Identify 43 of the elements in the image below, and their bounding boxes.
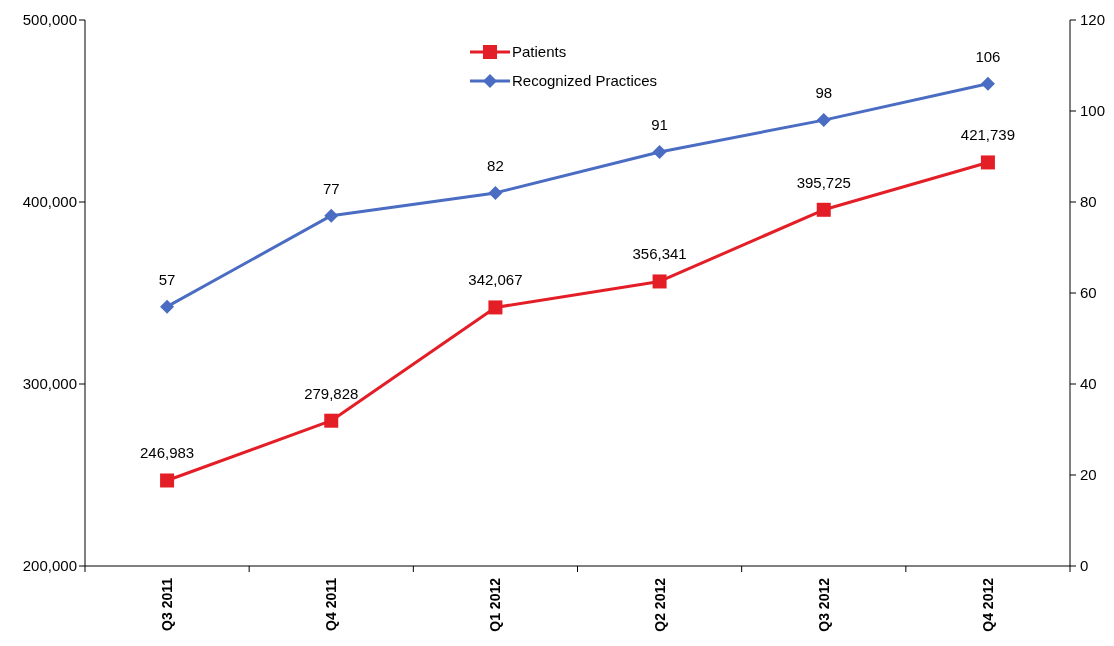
y-tick-label: 400,000 — [22, 193, 77, 210]
data-label: 106 — [975, 47, 1001, 65]
point — [324, 208, 339, 223]
y-tick-label: 200,000 — [22, 557, 77, 574]
y-tick-label: 500,000 — [22, 11, 77, 28]
point — [488, 300, 503, 315]
data-label: 342,067 — [468, 271, 523, 289]
point — [488, 185, 503, 200]
x-tick-label: Q1 2012 — [487, 577, 504, 632]
point — [324, 413, 339, 428]
y2-tick-label: 100 — [1080, 102, 1106, 119]
y2-tick-label: 40 — [1080, 375, 1097, 392]
point — [160, 299, 175, 314]
x-tick-label: Q2 2012 — [651, 577, 668, 632]
y2-tick-label: 20 — [1080, 466, 1097, 483]
data-label: 57 — [158, 270, 176, 288]
point — [652, 274, 667, 289]
data-label: 98 — [815, 84, 833, 102]
y2-tick-label: 120 — [1080, 11, 1106, 28]
point — [980, 155, 995, 170]
point — [980, 76, 995, 91]
point — [816, 113, 831, 128]
legend-label: Recognized Practices — [512, 72, 658, 89]
data-label: 395,725 — [796, 173, 851, 191]
x-tick-label: Q3 2011 — [159, 577, 176, 631]
point — [160, 473, 175, 488]
y2-tick-label: 0 — [1080, 557, 1089, 574]
data-label: 279,828 — [304, 384, 359, 402]
data-label: 77 — [322, 179, 340, 197]
data-label: 246,983 — [139, 444, 195, 462]
point — [652, 144, 667, 159]
x-tick-label: Q4 2011 — [323, 577, 340, 631]
legend-label: Patients — [512, 43, 567, 60]
y2-tick-label: 80 — [1080, 193, 1097, 210]
point — [816, 202, 831, 217]
data-label: 91 — [651, 115, 668, 133]
y-tick-label: 300,000 — [22, 375, 77, 392]
data-label: 421,739 — [960, 126, 1016, 144]
x-tick-label: Q4 2012 — [979, 577, 996, 632]
data-label: 82 — [487, 156, 504, 174]
data-label: 356,341 — [632, 245, 687, 263]
y2-tick-label: 60 — [1080, 284, 1097, 301]
x-tick-label: Q3 2012 — [815, 577, 832, 632]
